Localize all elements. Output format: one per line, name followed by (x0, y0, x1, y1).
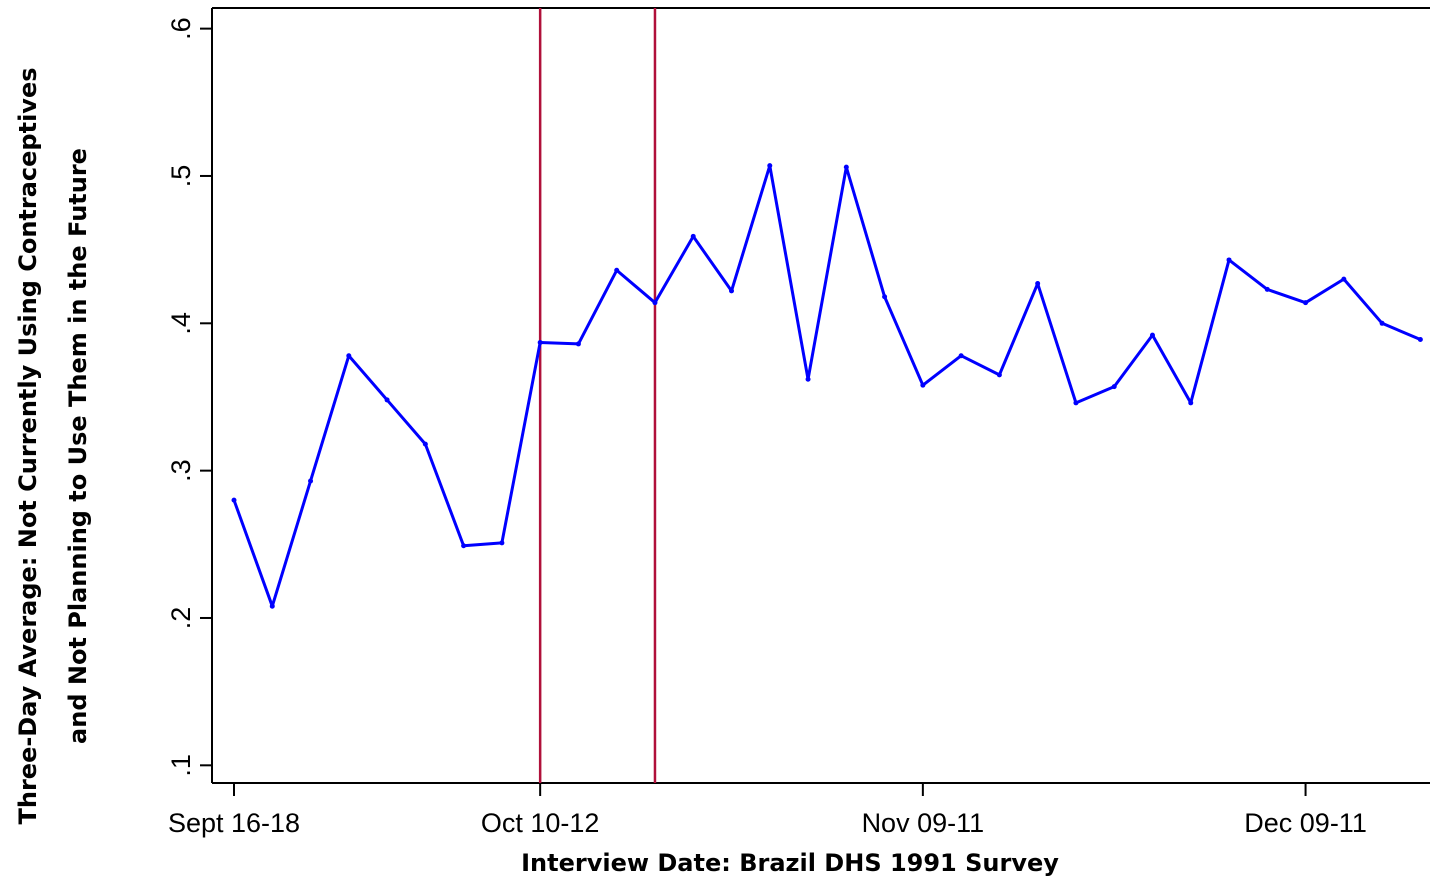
y-axis-title: Three-Day Average: Not Currently Using C… (14, 67, 42, 824)
data-point (1417, 337, 1423, 343)
data-point (308, 478, 314, 484)
data-point (1073, 400, 1079, 406)
data-point (499, 540, 505, 546)
data-point (652, 300, 658, 306)
x-tick-label: Nov 09-11 (862, 808, 985, 838)
data-point (1149, 332, 1155, 338)
data-point (1264, 286, 1270, 292)
data-point (690, 233, 696, 239)
data-point (537, 339, 543, 345)
data-point (882, 294, 888, 300)
data-point (461, 543, 467, 549)
data-point (422, 441, 428, 447)
data-point (767, 163, 773, 169)
y-axis-title: and Not Planning to Use Them in the Futu… (64, 148, 92, 744)
data-point (843, 164, 849, 170)
y-tick-label: .2 (166, 607, 196, 630)
data-line (232, 164, 1421, 608)
y-tick-label: .4 (166, 312, 196, 335)
x-tick-label: Oct 10-12 (481, 808, 600, 838)
data-point (1341, 276, 1347, 282)
data-point (1035, 281, 1041, 287)
x-tick-label: Dec 09-11 (1244, 808, 1367, 838)
y-tick-label: .5 (166, 165, 196, 188)
data-point (346, 353, 352, 359)
data-point (996, 372, 1002, 378)
x-axis-title: Interview Date: Brazil DHS 1991 Survey (521, 849, 1059, 877)
data-point (1379, 320, 1385, 326)
y-tick-label: .3 (166, 459, 196, 482)
data-point (805, 376, 811, 382)
data-point (729, 288, 735, 294)
data-point (575, 341, 581, 347)
x-tick-label: Sept 16-18 (168, 808, 300, 838)
data-point (269, 603, 275, 609)
data-point (1226, 257, 1232, 263)
data-point (384, 397, 390, 403)
y-tick-label: .1 (166, 754, 196, 777)
data-point (1303, 300, 1309, 306)
data-point (958, 353, 964, 359)
data-point (920, 382, 926, 388)
data-point (1188, 400, 1194, 406)
data-point (614, 267, 620, 273)
y-tick-label: .6 (166, 17, 196, 40)
data-point (1111, 384, 1117, 390)
data-point (231, 497, 237, 503)
